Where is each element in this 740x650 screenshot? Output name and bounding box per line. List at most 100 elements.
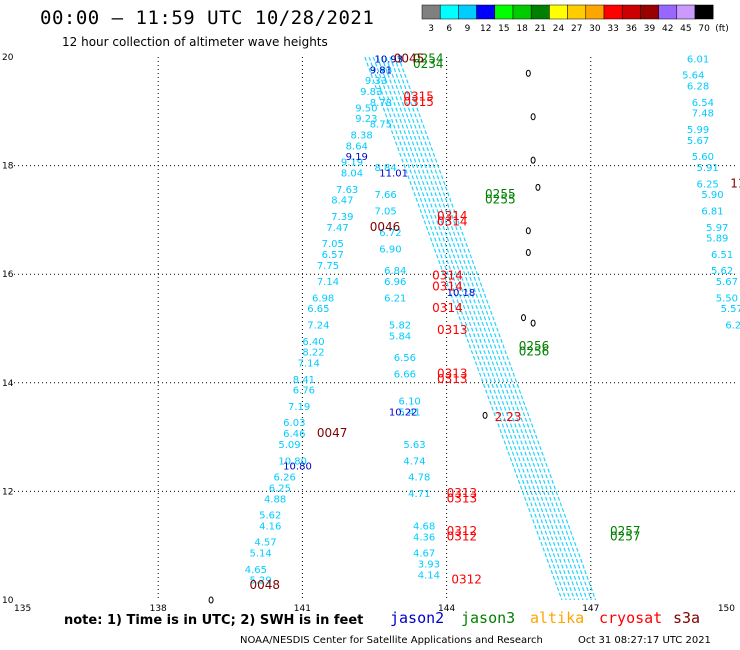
- y-tick-label: 14: [2, 379, 14, 389]
- data-point-label: 6.01: [687, 54, 709, 65]
- colorbar-tick-label: 9: [465, 24, 471, 34]
- data-point-label: 5.09: [278, 440, 300, 451]
- data-point-label: 6.28: [687, 82, 709, 93]
- island-outline: [521, 314, 527, 322]
- data-point-label: 0312: [447, 529, 478, 543]
- data-point-label: 3.93: [418, 559, 440, 570]
- data-point-label: 4.65: [245, 565, 267, 576]
- data-point-label: 4.78: [408, 473, 430, 484]
- data-point-label: 0048: [250, 578, 281, 592]
- x-tick-label: 150: [718, 604, 735, 614]
- y-tick-label: 12: [2, 487, 13, 497]
- data-point-label: 5.41: [399, 407, 421, 418]
- x-tick-label: 144: [438, 604, 455, 614]
- data-point-label: 7.05: [322, 239, 344, 250]
- data-point-label: 10.95: [375, 54, 404, 65]
- data-point-label: 10.93: [375, 54, 404, 65]
- data-point-label: 5.67: [716, 277, 738, 288]
- colorbar-legend: 3 6 9 12 15 18 21 24 27 30 33 36 39 42 45 70 (ft): [421, 4, 729, 34]
- data-point-label: 8.84: [375, 163, 397, 174]
- colorbar-tick-label: 39: [644, 24, 656, 34]
- island-outline: [530, 113, 536, 121]
- data-point-label: 5.62: [259, 511, 281, 522]
- data-point-label: 6.98: [312, 293, 334, 304]
- colorbar-tick-label: 18: [516, 24, 528, 34]
- data-point-label: 8.04: [341, 168, 363, 179]
- data-point-label: 7.63: [336, 185, 358, 196]
- island-outline: [530, 319, 536, 327]
- data-point-label: 0313: [447, 486, 478, 500]
- island-outline: [525, 248, 531, 256]
- data-point-label: 0257: [610, 529, 641, 543]
- data-point-label: 0314: [432, 279, 463, 293]
- y-tick-label: 18: [2, 162, 14, 172]
- data-point-label: 6.76: [293, 386, 315, 397]
- data-point-label: 4.88: [264, 494, 286, 505]
- data-point-label: 6.90: [379, 244, 401, 255]
- y-tick-label: 16: [2, 270, 14, 280]
- data-point-label: 9.50: [355, 103, 377, 114]
- data-point-label: 7.19: [288, 402, 310, 413]
- data-point-label: 6.21: [384, 293, 406, 304]
- data-point-label: 9.19: [341, 158, 363, 169]
- island-outline: [482, 411, 488, 419]
- data-point-label: 10.18: [447, 288, 476, 299]
- data-point-label: 5.14: [250, 549, 272, 560]
- x-tick-label: 135: [14, 604, 31, 614]
- data-point-label: 6.40: [302, 337, 324, 348]
- data-point-label: 5.63: [403, 440, 425, 451]
- colorbar-tick-label: 21: [535, 24, 546, 34]
- data-point-label: 6.84: [384, 266, 406, 277]
- data-point-label: 0313: [437, 323, 468, 337]
- data-point-label: 5.84: [389, 331, 411, 342]
- data-point-label: 7.66: [375, 190, 397, 201]
- data-point-label: 4.36: [413, 532, 435, 543]
- data-point-label: 0313: [437, 372, 468, 386]
- data-point-label: 6.25: [269, 483, 291, 494]
- chart-subtitle: 12 hour collection of altimeter wave hei…: [62, 35, 328, 49]
- data-point-label: 0313: [437, 366, 468, 380]
- data-point-label: 4.74: [403, 456, 425, 467]
- data-point-label: 0255: [485, 187, 516, 201]
- data-point-label: 0315: [403, 89, 434, 103]
- data-point-label: 6.56: [394, 353, 416, 364]
- data-point-label: 0314: [437, 214, 468, 228]
- data-point-label: 10.80: [283, 462, 312, 473]
- data-point-label: 8.64: [346, 141, 368, 152]
- colorbar-tick-label: 15: [498, 24, 509, 34]
- data-point-label: 7.39: [331, 212, 353, 223]
- data-point-label: 6.65: [307, 304, 329, 315]
- data-point-label: 6.10: [399, 397, 421, 408]
- track-band-line: [372, 56, 571, 601]
- x-tick-label: 138: [150, 604, 167, 614]
- island-outline: [525, 227, 531, 235]
- data-point-label: 9.81: [370, 65, 392, 76]
- legend-jason3: jason3: [461, 609, 516, 627]
- data-point-label: 7.14: [298, 359, 320, 370]
- data-point-label: 9.83: [360, 87, 382, 98]
- track-band-line: [381, 56, 580, 601]
- data-point-label: 11: [730, 176, 740, 190]
- data-point-label: 5.60: [692, 152, 714, 163]
- track-band-line: [393, 56, 592, 601]
- data-point-label: 0256: [519, 345, 550, 359]
- data-point-label: 8.41: [293, 375, 315, 386]
- data-point-label: 6.57: [322, 250, 344, 261]
- data-point-label: 5.64: [682, 71, 704, 82]
- track-band-line: [389, 56, 588, 601]
- colorbar-tick-label: 12: [480, 24, 491, 34]
- data-point-label: 4.16: [259, 521, 281, 532]
- colorbar-tick-label: 3: [428, 24, 434, 34]
- island-outline: [535, 183, 541, 191]
- data-point-label: 6.25: [697, 179, 719, 190]
- data-point-label: 11.01: [379, 168, 408, 179]
- data-point-label: 6.72: [379, 228, 401, 239]
- x-tick-label: 147: [582, 604, 599, 614]
- data-point-label: 0314: [432, 269, 463, 283]
- data-point-label: 6.51: [711, 250, 733, 261]
- legend-cryosat: cryosat: [599, 609, 663, 627]
- footer-note: note: 1) Time is in UTC; 2) SWH is in fe…: [64, 613, 364, 628]
- data-point-label: 0255: [485, 193, 516, 207]
- data-point-label: 5.62: [711, 266, 733, 277]
